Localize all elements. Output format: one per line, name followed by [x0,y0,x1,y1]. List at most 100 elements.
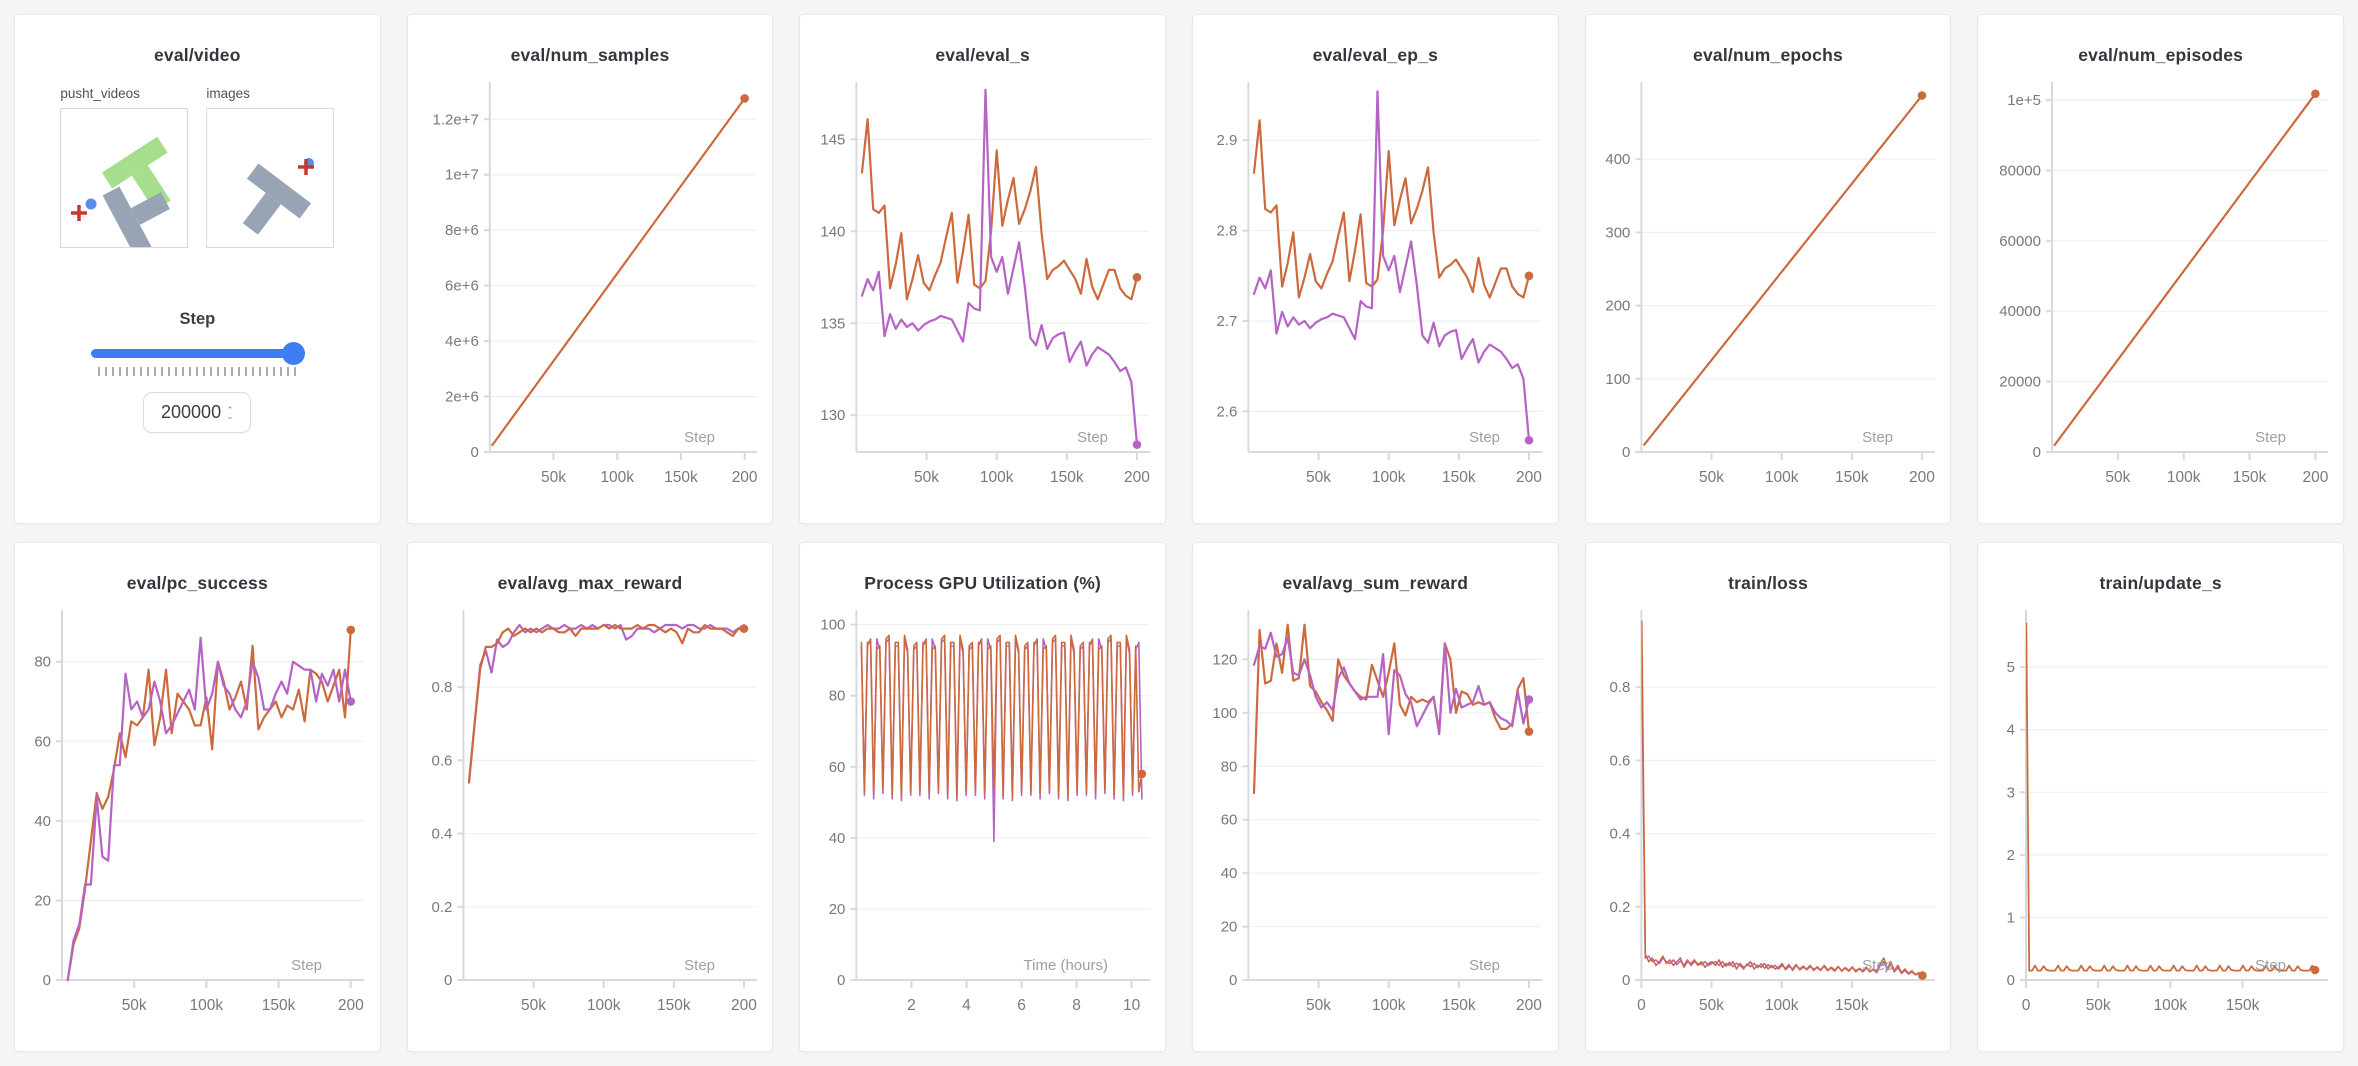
images-thumbnail[interactable] [206,108,335,248]
thumb-label-images: images [206,86,250,101]
step-slider[interactable] [91,341,306,365]
media-panel-eval-video: eval/video pusht_videos [14,14,381,524]
svg-text:200: 200 [1516,469,1542,486]
chart-panel-avg_max_reward: eval/avg_max_reward 0 0.2 0.4 0.6 0.8 50k 100k 1… [406,542,774,1052]
svg-text:0: 0 [1622,444,1630,461]
images-frame [243,158,315,235]
svg-text:200: 200 [1124,469,1150,486]
svg-text:50k: 50k [1306,469,1331,486]
svg-text:150k: 150k [657,997,691,1014]
step-slider-thumb[interactable] [282,342,306,365]
svg-text:100: 100 [1605,371,1630,388]
svg-text:20: 20 [35,892,52,909]
svg-text:150k: 150k [1835,469,1869,486]
x-axis-label-gpu_util: Time (hours) [1023,957,1107,974]
svg-text:0.2: 0.2 [432,899,453,916]
pusht-video-frame [71,136,172,256]
svg-text:100k: 100k [1372,997,1406,1014]
step-number-input[interactable]: 200000 ⌃ ⌄ [143,392,252,433]
svg-text:100k: 100k [1372,469,1406,486]
svg-text:0: 0 [837,972,845,989]
svg-text:3: 3 [2006,784,2014,801]
x-axis-label-num_samples: Step [684,429,715,446]
step-value: 200000 [161,402,222,422]
images-block-t-shape [243,163,312,235]
svg-text:4e+6: 4e+6 [445,333,479,350]
svg-text:100k: 100k [190,997,224,1014]
chart-title-train_loss: train/loss [1728,573,1808,593]
x-axis-label-train_loss: Step [1862,957,1893,974]
svg-text:150k: 150k [262,997,296,1014]
chart-title-num_episodes: eval/num_episodes [2078,45,2244,65]
chart-plot-train_update_s[interactable]: 0 1 2 3 4 5 0 50k 100k 150k Step [1990,604,2332,1028]
svg-text:50k: 50k [2105,469,2130,486]
svg-text:1.2e+7: 1.2e+7 [432,111,478,128]
svg-text:4: 4 [962,997,971,1014]
svg-text:80: 80 [35,654,52,671]
svg-text:0.8: 0.8 [432,679,453,696]
svg-text:200: 200 [731,997,757,1014]
images-target-cross [298,159,315,175]
svg-text:20: 20 [1221,919,1238,936]
step-slider-track[interactable] [91,349,304,358]
chart-plot-pc_success[interactable]: 0 20 40 60 80 50k 100k 150k 200 Step [26,604,368,1028]
svg-text:400: 400 [1605,151,1630,168]
x-axis-label-eval_ep_s: Step [1469,429,1500,446]
svg-text:130: 130 [820,407,845,424]
chart-plot-avg_max_reward[interactable]: 0 0.2 0.4 0.6 0.8 50k 100k 150k 200 Step [419,604,761,1028]
svg-text:60: 60 [828,759,845,776]
x-axis-label-train_update_s: Step [2255,957,2286,974]
svg-text:0: 0 [470,444,478,461]
svg-text:200: 200 [1605,298,1630,315]
svg-text:0: 0 [1637,997,1646,1014]
svg-text:140: 140 [820,223,845,240]
svg-text:200: 200 [1909,469,1935,486]
svg-text:50k: 50k [521,997,546,1014]
svg-text:150k: 150k [1835,997,1869,1014]
x-axis-label-eval_s: Step [1077,429,1108,446]
chart-plot-train_loss[interactable]: 0 0.2 0.4 0.6 0.8 0 50k 100k 150k Step [1597,604,1939,1028]
svg-text:40: 40 [1221,865,1238,882]
media-panel-title: eval/video [154,45,241,65]
chart-plot-gpu_util[interactable]: 0 20 40 60 80 100 2 4 6 8 10 Time (hours) [812,604,1154,1028]
svg-text:4: 4 [2006,722,2014,739]
svg-text:0: 0 [1229,972,1237,989]
chart-panel-gpu_util: Process GPU Utilization (%) 0 20 40 60 80 100 2… [799,542,1166,1052]
svg-text:5: 5 [2006,659,2014,676]
svg-text:150k: 150k [1442,469,1476,486]
step-slider-label: Step [179,310,216,328]
x-axis-label-pc_success: Step [291,957,322,974]
svg-text:150k: 150k [1442,997,1476,1014]
chart-plot-eval_s[interactable]: 130 135 140 145 50k 100k 150k 200 Step [812,76,1154,500]
x-axis-label-avg_max_reward: Step [684,957,715,974]
svg-text:145: 145 [820,131,845,148]
svg-text:40: 40 [828,830,845,847]
chart-panel-num_epochs: eval/num_epochs 0 100 200 300 400 50k 100k 150k 2… [1584,14,1952,524]
chart-panel-num_samples: eval/num_samples 0 2e+6 4e+6 6e+6 8e+6 1e+7 1.2… [406,14,774,524]
chart-plot-num_samples[interactable]: 0 2e+6 4e+6 6e+6 8e+6 1e+7 1.2e+7 50k 100k 150k 20… [419,76,761,500]
chart-plot-num_episodes[interactable]: 0 20000 40000 60000 80000 1e+5 50k 100k 150k 200 S… [1990,76,2332,500]
svg-text:1e+7: 1e+7 [445,167,479,184]
chart-panel-num_episodes: eval/num_episodes 0 20000 40000 60000 80000 1e… [1977,14,2344,524]
thumb-group-pusht-videos: pusht_videos [60,86,189,256]
svg-text:50k: 50k [122,997,147,1014]
chart-plot-avg_sum_reward[interactable]: 0 20 40 60 80 100 120 50k 100k 150k 200 Step [1204,604,1546,1028]
svg-text:50k: 50k [914,469,939,486]
svg-text:20000: 20000 [1999,374,2041,391]
chart-plot-num_epochs[interactable]: 0 100 200 300 400 50k 100k 150k 200 Step [1597,76,1939,500]
svg-text:8e+6: 8e+6 [445,222,479,239]
thumb-label-pusht-videos: pusht_videos [60,86,140,101]
svg-text:0: 0 [1622,972,1630,989]
svg-text:2.8: 2.8 [1217,223,1238,240]
svg-text:150k: 150k [2232,469,2266,486]
chart-title-num_epochs: eval/num_epochs [1693,45,1843,65]
chart-panel-eval_s: eval/eval_s 130 135 140 145 50k 100k 150k 200 Ste… [799,14,1166,524]
svg-text:100: 100 [820,617,845,634]
pusht-video-thumbnail[interactable] [60,108,189,256]
svg-text:150k: 150k [664,469,698,486]
chart-plot-eval_ep_s[interactable]: 2.6 2.7 2.8 2.9 50k 100k 150k 200 Step [1204,76,1546,500]
stepper-chevrons-icon[interactable]: ⌃ ⌄ [226,404,234,421]
svg-text:60: 60 [1221,812,1238,829]
svg-text:100k: 100k [600,469,634,486]
